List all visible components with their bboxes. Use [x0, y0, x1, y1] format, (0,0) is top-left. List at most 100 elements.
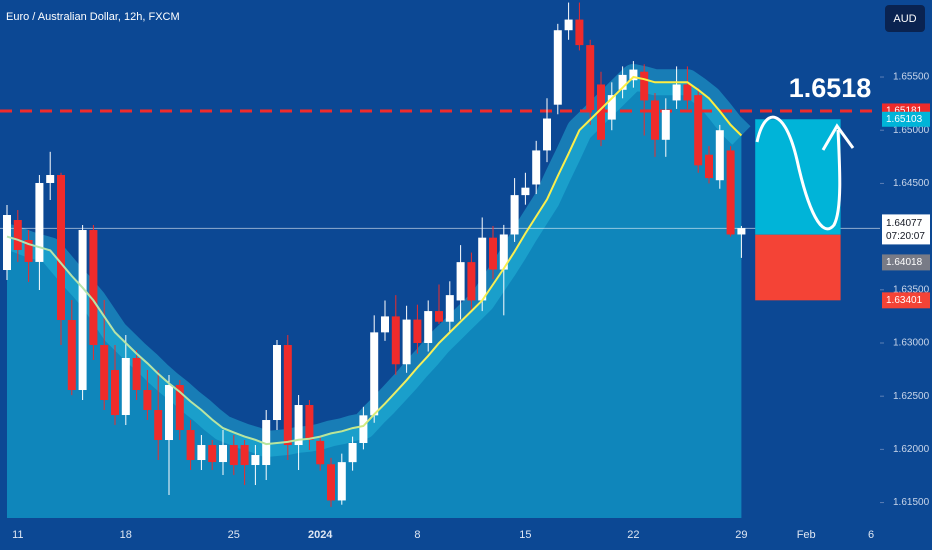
y-tick-label: 1.64500 [893, 178, 930, 189]
x-tick-label: 18 [120, 529, 132, 541]
candle-body [424, 311, 433, 343]
candle-body [273, 345, 281, 421]
candle-body [726, 150, 735, 235]
candle-body [629, 69, 638, 81]
candle-body [89, 230, 98, 346]
candle-body [413, 319, 422, 343]
x-tick-label: Feb [797, 529, 816, 541]
candle-body [435, 311, 443, 322]
candle-body [57, 175, 65, 321]
candle-body [694, 95, 703, 166]
candle-body [489, 237, 497, 270]
ma-line [6, 75, 743, 446]
candle-body [327, 464, 335, 501]
candle-body [186, 430, 195, 461]
price-tag [882, 292, 930, 309]
currency-button[interactable] [885, 5, 925, 32]
candle-body [337, 462, 346, 501]
candle-body [240, 445, 249, 466]
candle-body [672, 84, 681, 101]
x-tick-label: 25 [228, 529, 240, 541]
candle-body [67, 320, 76, 391]
target-zone [755, 119, 841, 235]
candle-body [586, 45, 595, 111]
candle-body [564, 19, 573, 31]
candle-body [143, 390, 152, 411]
y-tick-label: 1.63500 [893, 284, 930, 295]
candle-body [283, 345, 292, 446]
candle-body [348, 442, 357, 463]
currency-label[interactable]: AUD [893, 13, 916, 25]
candle-body [705, 154, 713, 179]
candle-body [121, 357, 130, 416]
candle-body [543, 118, 551, 151]
candle-body [651, 100, 659, 140]
candle-body [165, 385, 173, 441]
candle-body [607, 95, 616, 120]
last-price-label: 1.64077 [886, 218, 923, 229]
x-tick-label: 22 [627, 529, 639, 541]
candle-body [154, 410, 163, 441]
candle-body [521, 187, 530, 196]
candle-body [316, 440, 325, 465]
candle-body [219, 445, 227, 463]
candle-body [78, 230, 87, 391]
last-price-tag [882, 214, 930, 245]
x-tick-label: 11 [12, 529, 23, 541]
candle-body [251, 455, 260, 466]
candle-body [197, 445, 206, 461]
x-tick-label: 8 [414, 529, 420, 541]
candle-body [402, 319, 411, 365]
price-tag [882, 254, 930, 271]
y-tick-label: 1.61500 [893, 497, 930, 508]
candle-body [24, 240, 33, 262]
price-tag-label: 1.65103 [886, 114, 923, 125]
candle-body [640, 71, 649, 101]
annotation: 1.6518 [789, 73, 872, 103]
candle-body [467, 262, 476, 301]
x-tick-label: 29 [735, 529, 747, 541]
candle-body [46, 175, 55, 183]
candle-body [391, 316, 400, 365]
candle-body [13, 220, 22, 251]
candle-body [229, 445, 238, 466]
candle-body [737, 228, 746, 235]
candle-body [208, 445, 217, 463]
candle-body [683, 84, 692, 101]
countdown: 07:20:07 [886, 231, 925, 242]
candle-body [100, 345, 109, 401]
candle-body [597, 84, 605, 140]
candle-body [510, 195, 519, 235]
candle-body [499, 234, 508, 270]
candle-body [661, 110, 670, 140]
candle-body [294, 405, 303, 446]
stop-zone [755, 234, 841, 301]
price-tag [882, 111, 930, 127]
candle-body [370, 332, 379, 416]
chart-title: Euro / Australian Dollar, 12h, FXCM [6, 11, 180, 23]
candle-body [456, 262, 465, 301]
y-tick-label: 1.62000 [893, 444, 930, 455]
ma-area [7, 77, 742, 518]
y-tick-label: 1.65500 [893, 72, 930, 83]
candle-body [618, 74, 627, 90]
candle-body [262, 420, 271, 466]
candle-body [553, 30, 562, 105]
candle-body [532, 150, 541, 185]
candle-body [111, 370, 119, 416]
projection-curve [755, 115, 842, 231]
price-tag-label: 1.63401 [886, 295, 923, 306]
projection-arrowhead [821, 123, 855, 151]
candle-body [175, 385, 184, 431]
candle-body [35, 182, 44, 262]
price-tag-label: 1.64018 [886, 257, 923, 268]
candle-body [478, 237, 487, 301]
x-tick-label: 15 [519, 529, 531, 541]
candle-body [132, 357, 141, 391]
candle-body [359, 415, 368, 443]
y-tick-label: 1.65000 [893, 125, 930, 136]
candle-body [3, 215, 11, 271]
candle-body [381, 316, 389, 333]
